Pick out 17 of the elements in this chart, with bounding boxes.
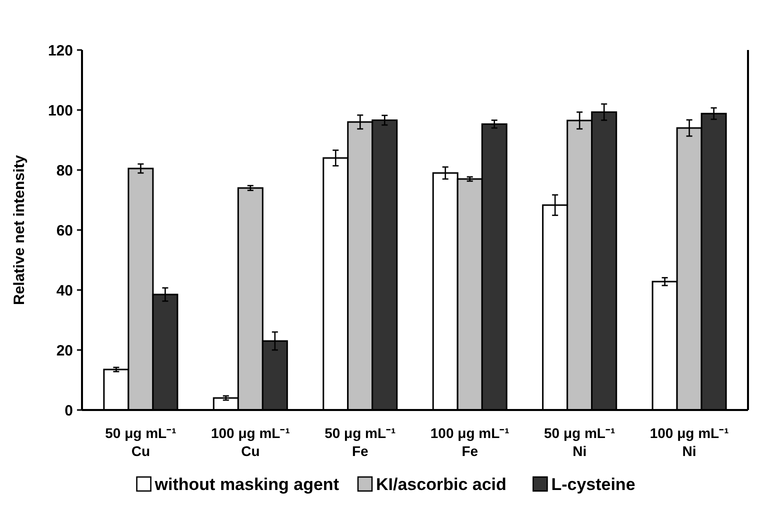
x-tick-label: 50 μg mL⁻¹ Ni — [544, 425, 616, 459]
y-tick-label: 120 — [48, 42, 73, 60]
y-tick-label: 40 — [56, 282, 73, 300]
legend-label: KI/ascorbic acid — [376, 475, 506, 494]
x-tick-label: 100 μg mL⁻¹ Fe — [430, 425, 510, 459]
y-tick-label: 0 — [64, 402, 73, 420]
y-tick-label: 100 — [48, 102, 73, 120]
x-tick-label: 100 μg mL⁻¹ Cu — [210, 425, 290, 459]
y-tick-label: 20 — [56, 342, 73, 360]
y-axis-title: Relative net intensity — [11, 154, 28, 306]
legend-label: without masking agent — [154, 475, 340, 494]
y-tick-label: 60 — [56, 222, 73, 240]
x-tick-label: 50 μg mL⁻¹ Cu — [105, 425, 177, 459]
x-tick-label: 50 μg mL⁻¹ Fe — [324, 425, 396, 459]
legend-label: L-cysteine — [551, 475, 636, 494]
y-tick-label: 80 — [56, 162, 73, 180]
x-tick-label: 100 μg mL⁻¹ Ni — [650, 425, 730, 459]
